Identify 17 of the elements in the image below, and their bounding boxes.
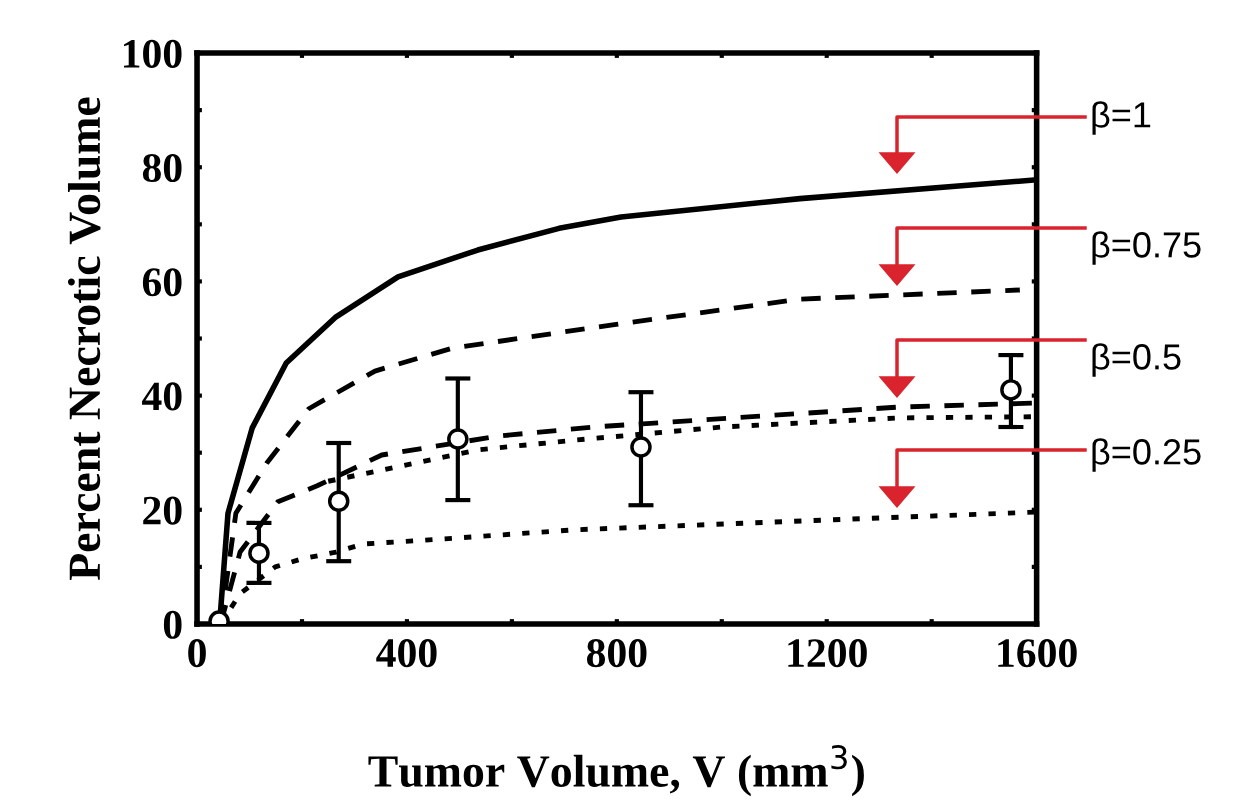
text: β=0.5 [1092, 343, 1181, 377]
y-tick-label: 0 [163, 610, 182, 639]
x-tick-label: 400 [376, 639, 437, 668]
text: β=0.25 [1092, 438, 1201, 472]
x-tick-label: 0 [188, 639, 206, 668]
x-tick-label: 800 [586, 639, 647, 668]
text: β=0.75 [1092, 231, 1201, 265]
y-axis-title: Percent Necrotic Volume [67, 97, 101, 581]
y-tick-label: 20 [143, 496, 182, 525]
text: β=1 [1092, 101, 1151, 135]
y-tick-label: 100 [123, 39, 182, 68]
x-tick-label: 1600 [998, 639, 1077, 668]
x-axis-title: Tumor Volume, V (mm$^{3}$) [368, 745, 864, 797]
y-tick-label: 80 [142, 153, 182, 183]
y-tick-label: 40 [142, 382, 182, 411]
y-tick-label: 60 [142, 268, 182, 297]
x-tick-label: 1200 [788, 639, 867, 668]
